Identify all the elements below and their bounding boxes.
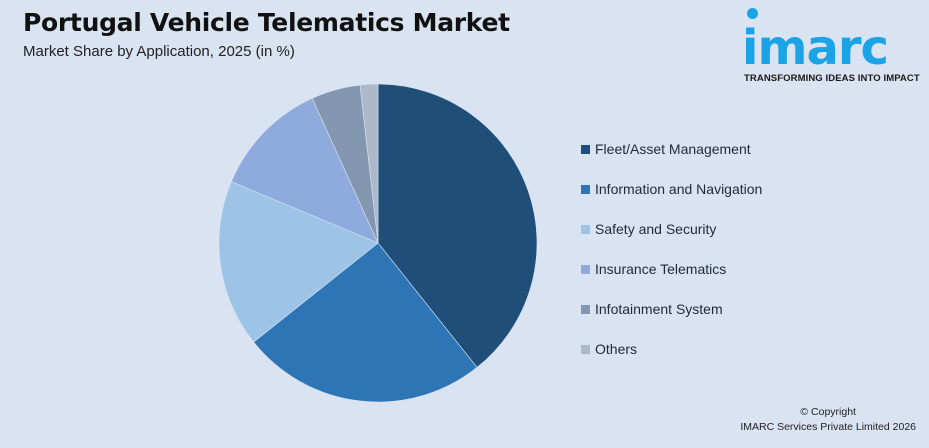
pie-slice-safety-and-security: [218, 181, 379, 343]
legend-label: Infotainment System: [595, 301, 723, 317]
pie-slice-information-and-navigation: [253, 242, 478, 403]
legend-label: Fleet/Asset Management: [595, 141, 751, 157]
copyright-company: IMARC Services Private Limited 2026: [740, 421, 916, 433]
legend-swatch-icon: [581, 224, 590, 234]
legend-swatch-icon: [581, 184, 590, 194]
copyright-notice: © Copyright IMARC Services Private Limit…: [740, 405, 916, 435]
legend-label: Information and Navigation: [595, 181, 763, 197]
copyright-line: © Copyright: [800, 406, 856, 418]
legend-swatch-icon: [581, 304, 590, 314]
legend-label: Others: [595, 341, 638, 357]
legend-swatch-icon: [581, 144, 590, 154]
logo-tagline: TRANSFORMING IDEAS INTO IMPACT: [744, 73, 920, 84]
chart-subtitle: Market Share by Application, 2025 (in %): [23, 43, 295, 60]
pie-slice-others: [359, 83, 379, 244]
chart-title: Portugal Vehicle Telematics Market: [23, 8, 510, 37]
legend-item: Safety and Security: [581, 209, 762, 249]
legend-item: Infotainment System: [581, 289, 762, 329]
logo-wordmark: imarc: [742, 20, 889, 76]
legend-item: Insurance Telematics: [581, 249, 762, 289]
legend-item: Others: [581, 329, 762, 369]
pie-slice-insurance-telematics: [230, 97, 379, 244]
pie-chart: [218, 83, 538, 403]
legend-label: Safety and Security: [595, 221, 717, 237]
legend-label: Insurance Telematics: [595, 261, 727, 277]
legend-item: Fleet/Asset Management: [581, 129, 762, 169]
legend-swatch-icon: [581, 344, 590, 354]
chart-legend: Fleet/Asset Management Information and Na…: [581, 140, 762, 369]
logo-dot-icon: [747, 8, 758, 19]
legend-swatch-icon: [581, 264, 590, 274]
legend-item: Information and Navigation: [581, 169, 762, 209]
pie-slice-fleet-asset-management: [377, 83, 538, 368]
imarc-logo: imarc TRANSFORMING IDEAS INTO IMPACT: [742, 8, 922, 88]
